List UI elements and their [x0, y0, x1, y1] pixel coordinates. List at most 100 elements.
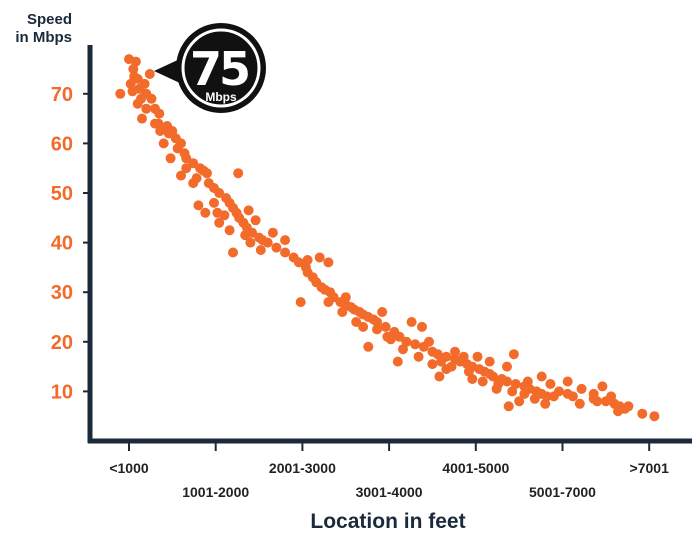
data-point: [209, 197, 219, 208]
data-point: [280, 235, 291, 246]
x-tick-label: 5001-7000: [529, 484, 596, 500]
data-point: [380, 321, 391, 332]
data-point: [649, 411, 660, 422]
data-point: [491, 383, 502, 394]
data-point: [372, 317, 382, 327]
data-point: [165, 153, 176, 164]
y-axis-title-line1: Speed: [27, 11, 72, 28]
y-tick-label: 20: [51, 332, 73, 354]
data-point: [267, 227, 278, 238]
data-point: [392, 356, 403, 367]
data-point: [592, 396, 603, 407]
data-point: [424, 336, 434, 347]
data-point: [463, 366, 474, 377]
data-point: [202, 168, 212, 179]
data-point: [115, 88, 126, 99]
data-point: [280, 247, 291, 258]
data-point: [519, 388, 530, 399]
data-point: [214, 217, 225, 228]
data-point: [193, 200, 204, 211]
y-axis-title-line2: in Mbps: [15, 29, 72, 46]
data-point: [446, 361, 457, 372]
data-point: [502, 361, 512, 372]
data-point: [385, 334, 396, 345]
data-point: [154, 108, 165, 119]
data-point: [363, 341, 374, 352]
data-point: [372, 324, 382, 335]
data-point: [250, 215, 261, 226]
data-point: [255, 245, 266, 255]
data-point: [137, 113, 147, 124]
data-point: [144, 69, 155, 79]
data-point: [181, 153, 192, 164]
data-point: [502, 376, 512, 387]
data-point: [545, 379, 556, 389]
data-point: [540, 398, 551, 409]
data-point: [233, 168, 244, 179]
data-point: [158, 138, 169, 149]
data-point: [613, 406, 623, 417]
data-point: [417, 321, 427, 332]
data-point: [181, 163, 192, 174]
data-point: [155, 126, 166, 136]
data-point: [503, 401, 514, 412]
data-point: [323, 297, 334, 308]
data-point: [295, 297, 306, 308]
y-tick-label: 30: [51, 282, 73, 304]
data-point: [245, 237, 256, 248]
data-point: [427, 359, 438, 370]
data-point: [293, 257, 304, 268]
x-axis-title: Location in feet: [310, 510, 465, 533]
data-point: [606, 391, 617, 402]
data-point: [510, 379, 521, 389]
x-tick-label: >7001: [630, 460, 670, 476]
data-point: [188, 178, 199, 189]
data-point: [436, 356, 447, 367]
data-point: [637, 408, 648, 419]
data-point: [522, 376, 533, 387]
badge-unit: Mbps: [205, 90, 237, 104]
y-tick-label: 70: [51, 84, 73, 106]
data-point: [413, 351, 424, 362]
data-point: [458, 351, 469, 362]
data-point: [351, 317, 362, 327]
data-point: [536, 371, 547, 382]
data-point: [394, 331, 405, 342]
data-points: [115, 54, 660, 422]
badge-number: 75: [190, 42, 248, 96]
data-point: [125, 78, 136, 89]
data-point: [472, 351, 483, 362]
data-point: [188, 158, 199, 169]
data-point: [548, 391, 559, 402]
data-point: [200, 207, 211, 218]
data-point: [340, 292, 351, 303]
data-point: [132, 98, 143, 109]
data-point: [597, 381, 608, 392]
data-point: [514, 396, 525, 407]
data-point: [219, 210, 230, 221]
data-point: [150, 118, 160, 129]
data-point: [214, 188, 225, 198]
data-point: [224, 225, 235, 236]
data-point: [574, 398, 585, 409]
data-point: [146, 93, 157, 104]
y-ticks: 10 20 30 40 50 60 70: [51, 84, 90, 403]
data-point: [167, 126, 178, 136]
data-point: [576, 383, 587, 394]
y-tick-label: 60: [51, 133, 73, 155]
data-point: [507, 386, 518, 397]
data-point: [567, 391, 578, 402]
speed-badge: 75 Mbps: [154, 23, 266, 113]
data-point: [450, 346, 460, 357]
data-point: [302, 255, 313, 265]
data-point: [484, 356, 495, 367]
data-point: [243, 205, 254, 216]
data-point: [128, 64, 139, 74]
data-point: [406, 317, 417, 327]
x-tick-label: 3001-4000: [356, 484, 423, 500]
data-point: [623, 401, 634, 412]
data-point: [398, 344, 408, 355]
data-point: [262, 237, 273, 248]
y-tick-label: 40: [51, 233, 73, 255]
